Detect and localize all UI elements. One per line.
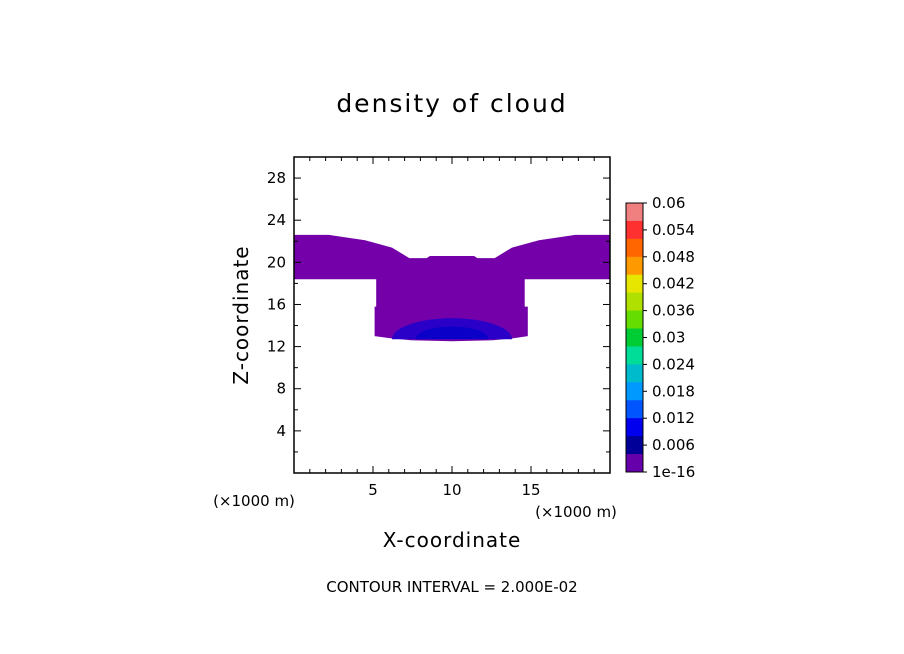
- colorbar-swatch: [626, 418, 643, 437]
- plot-area: [294, 234, 610, 342]
- colorbar-swatch: [626, 256, 643, 276]
- colorbar-swatch: [626, 400, 643, 419]
- chart-title: density of cloud: [336, 89, 567, 118]
- colorbar-label: 0.036: [652, 302, 695, 320]
- colorbar-label: 0.06: [652, 194, 685, 212]
- colorbar-swatch: [626, 382, 643, 401]
- colorbar-swatch: [626, 328, 643, 347]
- y-tick-label: 4: [276, 422, 286, 440]
- y-tick-label: 16: [267, 295, 286, 313]
- colorbar-label: 0.054: [652, 221, 695, 239]
- colorbar-label: 0.006: [652, 436, 695, 454]
- colorbar-label: 0.042: [652, 275, 695, 293]
- colorbar-label: 0.024: [652, 355, 695, 373]
- colorbar: 0.06 0.054 0.048 0.042 0.036 0.03 0.024 0.018 0.…: [625, 194, 695, 481]
- colorbar-swatch: [626, 238, 643, 258]
- contour-region-2: [415, 326, 489, 340]
- colorbar-swatch: [626, 274, 643, 294]
- colorbar-label: 0.012: [652, 409, 695, 427]
- x-unit-right: (×1000 m): [535, 503, 617, 521]
- y-tick-label: 12: [267, 338, 286, 356]
- colorbar-swatch: [626, 203, 643, 222]
- contour-interval-note: CONTOUR INTERVAL = 2.000E-02: [326, 578, 577, 596]
- y-tick-label: 24: [267, 211, 286, 229]
- colorbar-swatch: [626, 292, 643, 312]
- contour-region-0: [294, 234, 610, 342]
- y-tick-label: 8: [276, 380, 286, 398]
- colorbar-swatch: [626, 364, 643, 383]
- colorbar-label: 0.018: [652, 382, 695, 400]
- colorbar-swatch: [626, 454, 643, 473]
- y-tick-label: 20: [267, 253, 286, 271]
- x-tick-label: 10: [442, 481, 461, 499]
- axis-ticks: 5 10 15 4 8 12 16 20 24 28: [267, 157, 610, 499]
- colorbar-swatch: [626, 310, 643, 330]
- y-tick-label: 28: [267, 169, 286, 187]
- colorbar-swatch: [626, 436, 643, 455]
- colorbar-label: 0.03: [652, 329, 685, 347]
- y-axis-title: Z-coordinate: [229, 245, 253, 384]
- colorbar-label: 0.048: [652, 248, 695, 266]
- colorbar-swatch: [626, 346, 643, 365]
- x-axis-title: X-coordinate: [383, 528, 522, 552]
- x-unit-left: (×1000 m): [213, 492, 295, 510]
- x-tick-label: 15: [521, 481, 540, 499]
- colorbar-swatch: [626, 220, 643, 240]
- x-tick-label: 5: [368, 481, 378, 499]
- colorbar-label: 1e-16: [652, 463, 695, 481]
